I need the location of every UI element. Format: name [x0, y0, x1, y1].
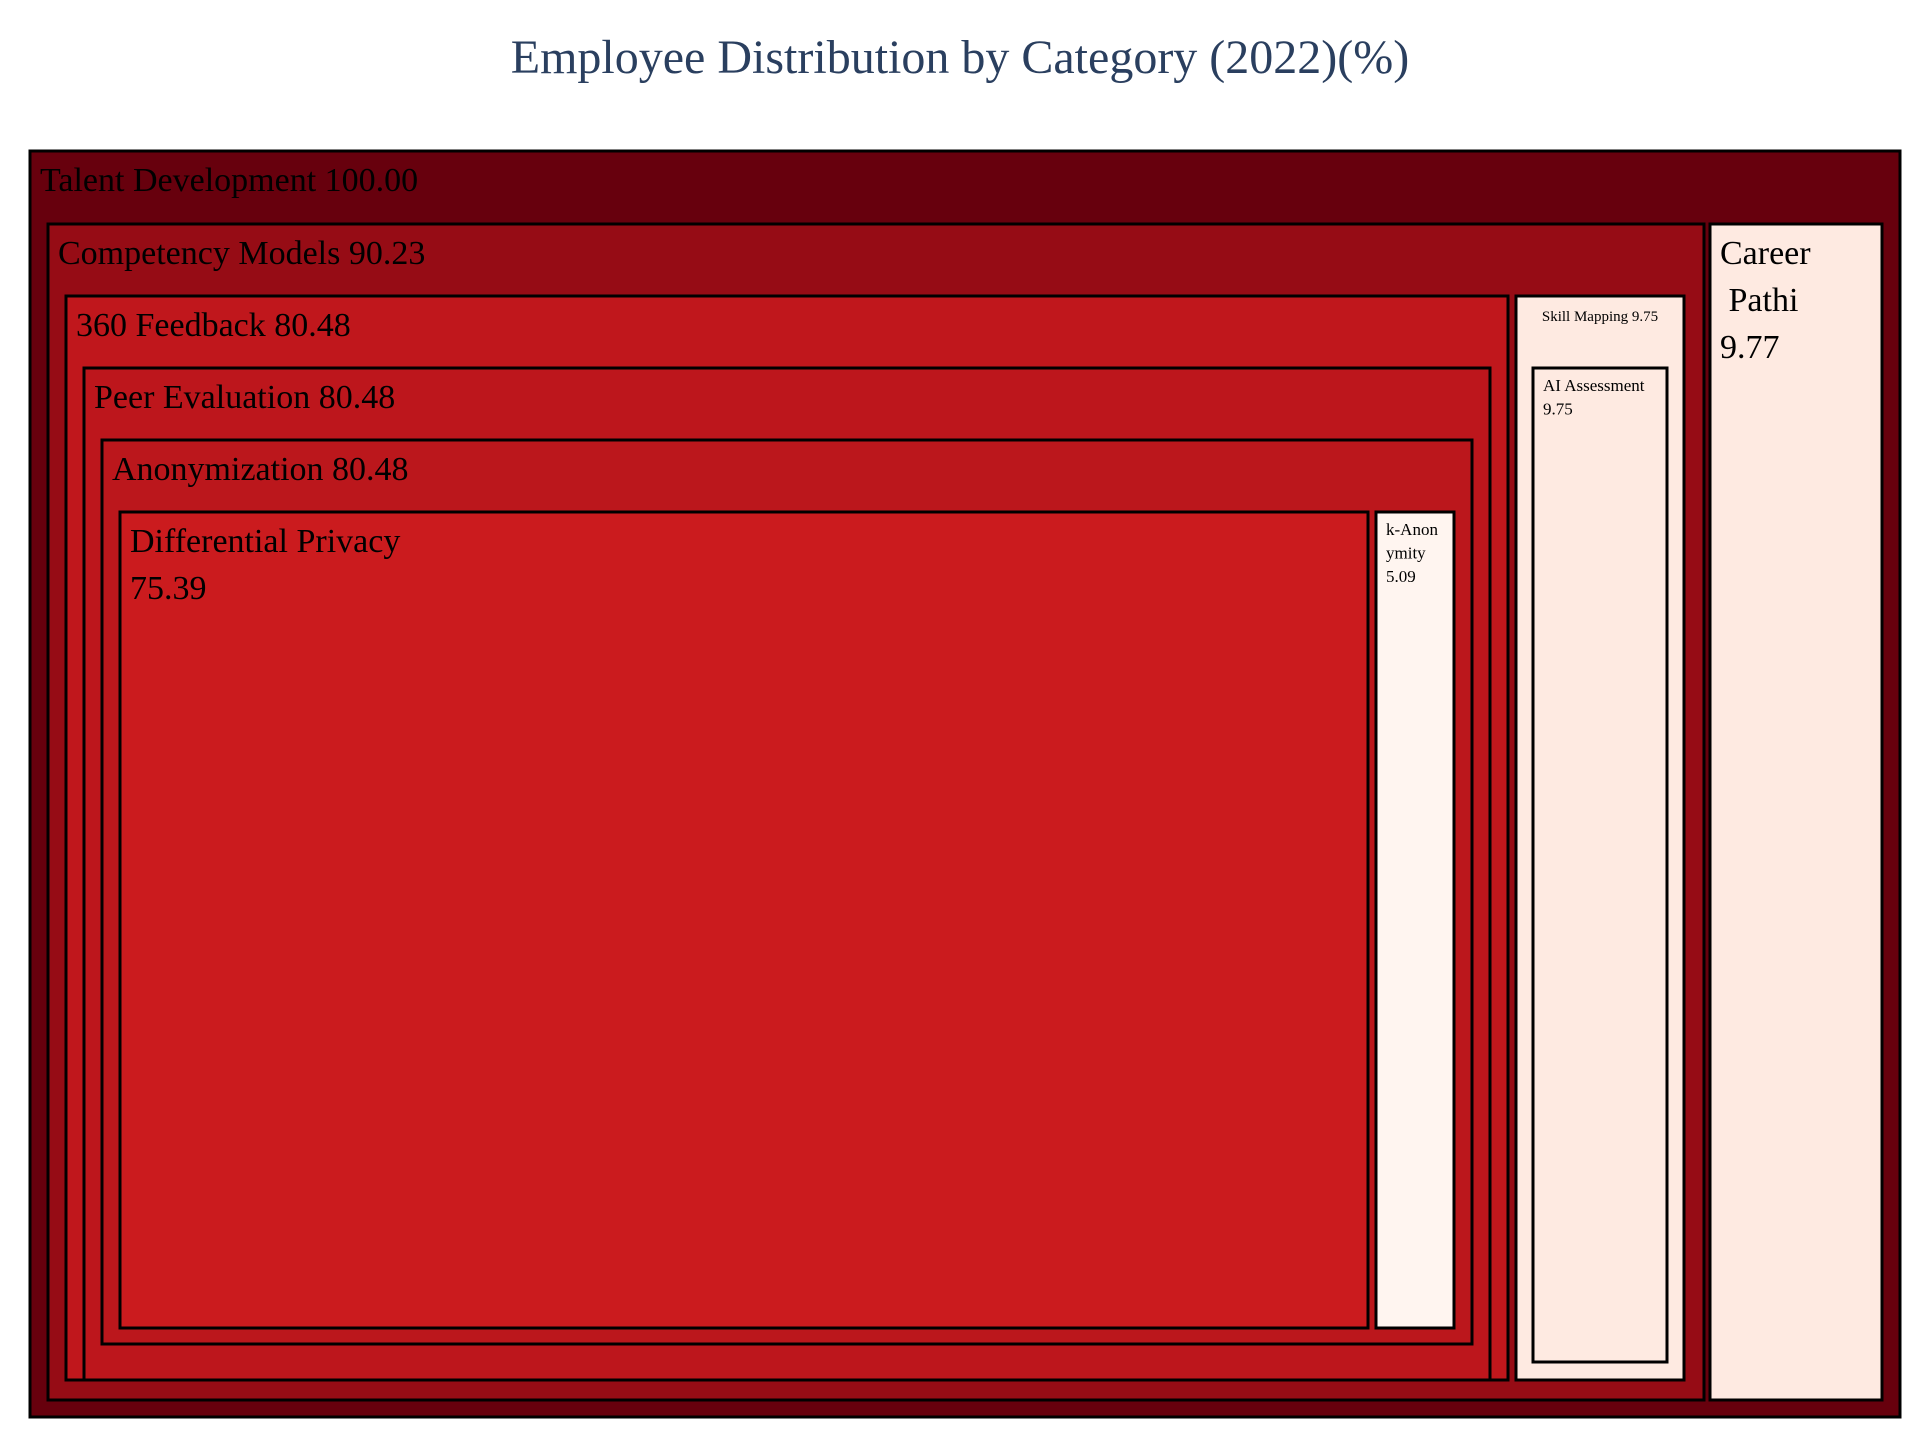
treemap-label-cp: Career Pathi 9.77	[1720, 235, 1811, 366]
treemap-label-dp: Differential Privacy 75.39	[130, 523, 400, 607]
treemap-label-pe: Peer Evaluation 80.48	[94, 379, 395, 416]
treemap-label-fb: 360 Feedback 80.48	[76, 307, 351, 344]
treemap-label-ai: AI Assessment 9.75	[1543, 376, 1645, 418]
treemap-node-dp[interactable]: Differential Privacy 75.39	[118, 510, 1370, 1330]
chart-title: Employee Distribution by Category (2022)…	[510, 31, 1410, 84]
treemap-node-cp[interactable]: Career Pathi 9.77	[1708, 222, 1884, 1402]
treemap-rect-ai	[1531, 366, 1669, 1364]
treemap-label-cm: Competency Models 90.23	[58, 235, 425, 272]
treemap-node-ai[interactable]: AI Assessment 9.75	[1531, 366, 1669, 1364]
treemap-rect-dp	[118, 510, 1370, 1330]
treemap-label-sm: Skill Mapping 9.75	[1542, 309, 1658, 325]
treemap-label-an: Anonymization 80.48	[112, 451, 409, 488]
treemap-rect-cp	[1708, 222, 1884, 1402]
treemap-node-ka[interactable]: k-Anon ymity 5.09	[1374, 510, 1456, 1330]
treemap-label-ka: k-Anon ymity 5.09	[1386, 520, 1438, 586]
treemap-rect-ka	[1374, 510, 1456, 1330]
treemap-label-td: Talent Development 100.00	[40, 162, 418, 199]
